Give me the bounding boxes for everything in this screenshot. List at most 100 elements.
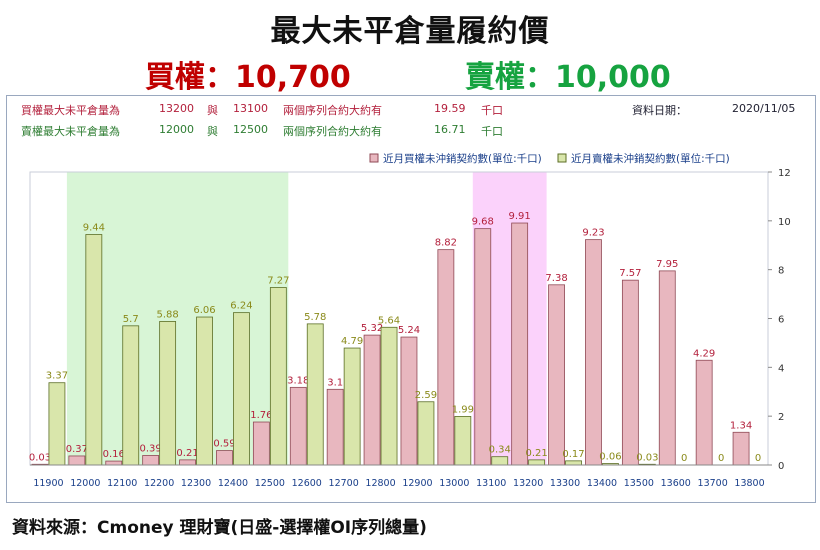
put-bar: [565, 460, 582, 466]
call-info-unit: 千口: [481, 104, 503, 117]
put-data-label: 5.64: [378, 315, 400, 326]
call-info-amount: 19.59: [434, 102, 466, 115]
x-tick-label: 13300: [550, 478, 580, 489]
x-tick-label: 12500: [255, 478, 285, 489]
call-bar: [621, 279, 639, 466]
call-bar: [326, 388, 344, 466]
put-data-label: 4.79: [341, 336, 363, 347]
call-bar: [658, 270, 676, 466]
data-date-value: 2020/11/05: [732, 102, 796, 115]
put-info-prefix: 賣權最大未平倉量為: [21, 125, 120, 138]
call-data-label: 4.29: [693, 348, 715, 359]
call-bar: [252, 421, 270, 466]
put-info-joiner: 與: [207, 125, 218, 138]
put-data-label: 3.37: [46, 371, 68, 382]
call-bar: [216, 450, 233, 466]
call-data-label: 7.38: [545, 273, 567, 284]
call-bar: [105, 460, 123, 466]
put-bar: [380, 326, 398, 466]
call-bar: [437, 249, 455, 466]
put-info-unit: 千口: [481, 125, 503, 138]
call-data-label: 0.39: [140, 443, 162, 454]
x-tick-label: 12600: [292, 478, 322, 489]
call-data-label: 3.18: [287, 375, 309, 386]
x-tick-label: 13400: [587, 478, 617, 489]
put-data-label: 0.03: [636, 452, 658, 463]
call-bar: [548, 284, 565, 466]
call-max-strike-label: 買權：10,700: [145, 60, 351, 95]
call-bar: [511, 222, 529, 466]
put-data-label: 6.06: [193, 305, 215, 316]
x-tick-label: 12800: [365, 478, 395, 489]
call-info-strike-b: 13100: [233, 102, 268, 115]
call-bar: [363, 334, 381, 466]
put-data-label: 5.78: [304, 312, 326, 323]
legend-call-label: 近月買權未沖銷契約數(單位:千口): [383, 152, 542, 165]
call-info-joiner: 與: [207, 104, 218, 117]
put-bar: [491, 456, 509, 466]
x-tick-label: 13500: [624, 478, 654, 489]
x-tick-label: 13100: [476, 478, 506, 489]
x-tick-label: 12400: [218, 478, 248, 489]
call-data-label: 0.37: [66, 444, 88, 455]
put-info-amount: 16.71: [434, 123, 466, 136]
call-data-label: 0.03: [29, 452, 51, 463]
legend-put-swatch: [557, 153, 567, 163]
put-bar: [196, 316, 213, 466]
put-bar: [85, 234, 103, 466]
put-data-label: 0: [718, 453, 724, 464]
put-info-strike-a: 12000: [159, 123, 194, 136]
call-bar: [289, 386, 307, 466]
x-tick-label: 13800: [734, 478, 764, 489]
put-data-label: 0.34: [489, 445, 511, 456]
y-tick-label: 12: [778, 168, 791, 179]
x-tick-label: 12200: [144, 478, 174, 489]
legend-put-label: 近月賣權未沖銷契約數(單位:千口): [571, 152, 730, 165]
put-data-label: 0: [681, 453, 687, 464]
call-data-label: 8.82: [435, 238, 457, 249]
put-bar: [159, 321, 177, 466]
put-data-label: 0: [755, 453, 761, 464]
y-tick-label: 0: [778, 461, 784, 472]
call-bar: [400, 336, 418, 466]
x-tick-label: 12700: [329, 478, 359, 489]
put-data-label: 5.7: [123, 314, 139, 325]
y-tick-label: 2: [778, 412, 784, 423]
call-data-label: 9.91: [509, 211, 531, 222]
call-data-label: 9.23: [582, 228, 604, 239]
put-bar: [48, 382, 66, 466]
call-info-prefix: 買權最大未平倉量為: [21, 104, 120, 117]
put-data-label: 1.99: [452, 404, 474, 415]
y-tick-label: 6: [778, 315, 784, 326]
put-data-label: 0.17: [562, 449, 584, 460]
y-tick-label: 4: [778, 363, 784, 374]
call-bar: [585, 239, 602, 466]
put-bar: [122, 325, 140, 466]
data-date-label: 資料日期：: [632, 104, 687, 117]
put-max-zone: [66, 172, 289, 465]
legend-call-swatch: [369, 153, 379, 163]
data-source: 資料來源：Cmoney 理財寶(日盛-選擇權OI序列總量): [12, 518, 427, 538]
y-tick-label: 8: [778, 266, 784, 277]
x-tick-label: 12000: [70, 478, 100, 489]
x-tick-label: 11900: [33, 478, 63, 489]
put-bar: [343, 347, 361, 466]
call-data-label: 7.95: [656, 259, 678, 270]
y-tick-label: 10: [778, 217, 791, 228]
x-tick-label: 12900: [402, 478, 432, 489]
put-bar: [454, 416, 472, 466]
call-info-middle: 兩個序列合約大約有: [283, 104, 382, 117]
put-bar: [269, 287, 287, 466]
call-data-label: 5.32: [361, 323, 383, 334]
x-tick-label: 13700: [698, 478, 728, 489]
call-data-label: 0.21: [176, 448, 198, 459]
call-bar: [695, 359, 713, 466]
call-data-label: 3.1: [327, 377, 343, 388]
call-data-label: 9.68: [472, 217, 494, 228]
call-info-strike-a: 13200: [159, 102, 194, 115]
put-data-label: 7.27: [267, 275, 289, 286]
put-bar: [417, 401, 435, 466]
call-data-label: 5.24: [398, 325, 420, 336]
put-data-label: 0.06: [599, 452, 621, 463]
